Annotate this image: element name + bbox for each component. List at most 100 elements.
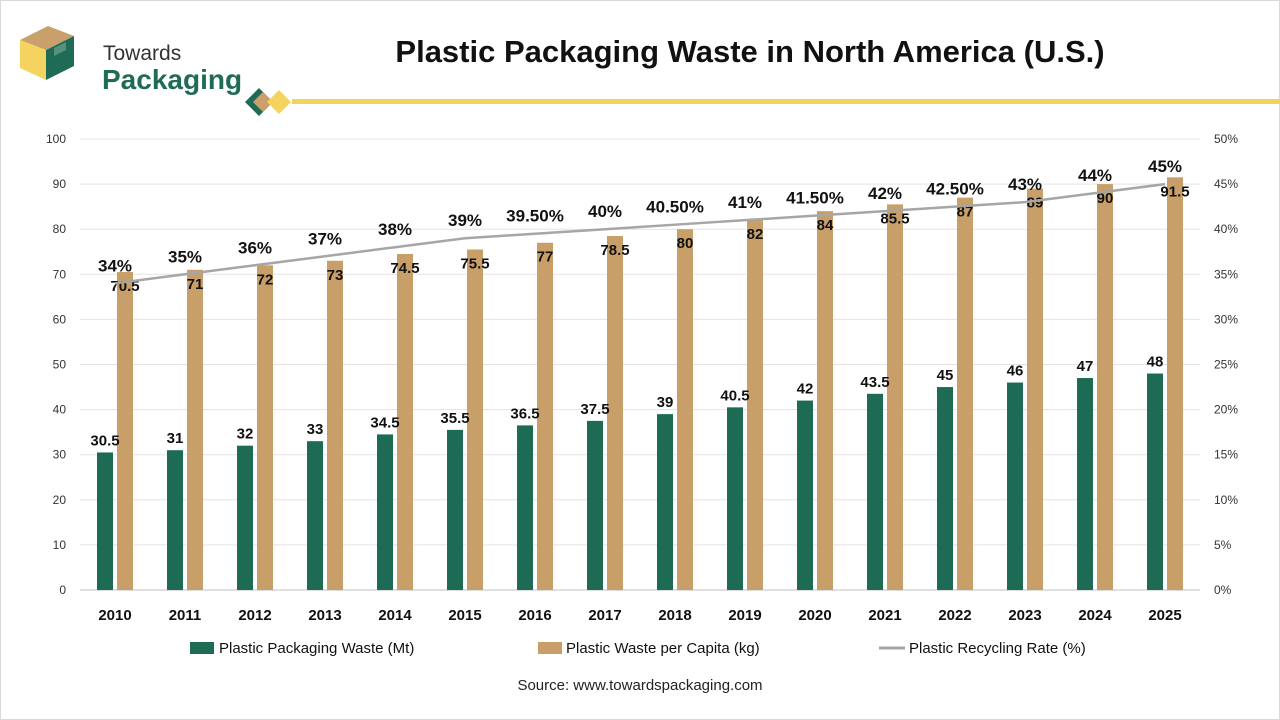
data-label-recycling-rate: 35% <box>168 247 202 266</box>
data-label-recycling-rate: 39% <box>448 211 482 230</box>
legend-label-waste: Plastic Packaging Waste (Mt) <box>219 640 414 657</box>
data-label-waste: 37.5 <box>580 401 609 418</box>
data-label-per-capita: 72 <box>257 271 274 288</box>
data-label-per-capita: 75.5 <box>460 255 489 272</box>
data-label-per-capita: 74.5 <box>390 260 419 277</box>
data-label-waste: 45 <box>937 367 954 384</box>
legend-swatch-waste <box>190 642 214 654</box>
y-right-tick-label: 30% <box>1214 312 1238 326</box>
y-left-tick-label: 100 <box>46 132 66 146</box>
y-left-tick-label: 0 <box>59 583 66 597</box>
y-right-tick-label: 0% <box>1214 583 1232 597</box>
bar-plastic-packaging-waste <box>657 414 673 590</box>
bar-plastic-waste-per-capita <box>117 272 133 590</box>
x-tick-label: 2022 <box>938 607 971 624</box>
y-right-tick-label: 25% <box>1214 358 1238 372</box>
bar-plastic-packaging-waste <box>447 429 463 590</box>
data-label-recycling-rate: 38% <box>378 220 412 239</box>
y-right-tick-label: 20% <box>1214 403 1238 417</box>
bar-plastic-packaging-waste <box>937 387 953 590</box>
data-label-recycling-rate: 34% <box>98 256 132 275</box>
bar-plastic-packaging-waste <box>867 393 883 590</box>
data-label-per-capita: 80 <box>677 235 694 252</box>
x-tick-label: 2017 <box>588 607 621 624</box>
brand-logo: Towards Packaging <box>18 22 248 95</box>
x-tick-label: 2024 <box>1078 607 1112 624</box>
data-label-recycling-rate: 40% <box>588 202 622 221</box>
bar-plastic-packaging-waste <box>587 420 603 590</box>
y-left-tick-label: 80 <box>53 222 67 236</box>
y-right-tick-label: 5% <box>1214 538 1232 552</box>
bar-plastic-waste-per-capita <box>397 254 413 590</box>
bar-plastic-waste-per-capita <box>1097 184 1113 590</box>
bar-plastic-waste-per-capita <box>887 204 903 590</box>
bar-plastic-waste-per-capita <box>327 260 343 590</box>
x-tick-label: 2011 <box>169 607 202 624</box>
bar-plastic-waste-per-capita <box>1027 188 1043 591</box>
data-label-waste: 48 <box>1147 354 1164 371</box>
bar-plastic-packaging-waste <box>1147 373 1163 590</box>
bar-plastic-packaging-waste <box>307 441 323 590</box>
line-plastic-recycling-rate <box>114 182 1166 285</box>
data-label-recycling-rate: 41% <box>728 193 762 212</box>
legend-label-per-capita: Plastic Waste per Capita (kg) <box>566 640 760 657</box>
bar-plastic-packaging-waste <box>1007 382 1023 590</box>
data-label-waste: 40.5 <box>720 387 749 404</box>
data-label-per-capita: 91.5 <box>1160 183 1189 200</box>
x-tick-label: 2018 <box>658 607 691 624</box>
data-label-per-capita: 87 <box>957 204 974 221</box>
bar-plastic-waste-per-capita <box>1167 177 1183 590</box>
y-left-tick-label: 90 <box>53 177 67 191</box>
y-right-tick-label: 40% <box>1214 222 1238 236</box>
data-label-waste: 42 <box>797 381 814 398</box>
data-label-recycling-rate: 36% <box>238 238 272 257</box>
x-tick-label: 2023 <box>1008 607 1041 624</box>
x-tick-label: 2014 <box>378 607 412 624</box>
box-logo-icon <box>20 26 74 80</box>
data-label-waste: 47 <box>1077 358 1094 375</box>
data-label-recycling-rate: 39.50% <box>506 207 564 226</box>
source-note: Source: www.towardspackaging.com <box>517 677 763 694</box>
x-tick-label: 2020 <box>798 607 831 624</box>
y-right-tick-label: 35% <box>1214 267 1238 281</box>
bar-plastic-waste-per-capita <box>257 265 273 590</box>
y-left-tick-label: 40 <box>53 403 67 417</box>
data-label-recycling-rate: 40.50% <box>646 198 704 217</box>
bar-plastic-waste-per-capita <box>537 242 553 591</box>
bar-plastic-waste-per-capita <box>677 229 693 590</box>
data-label-per-capita: 77 <box>537 249 554 266</box>
x-tick-label: 2013 <box>308 607 341 624</box>
data-label-waste: 31 <box>167 430 184 447</box>
bar-plastic-waste-per-capita <box>187 269 203 590</box>
brand-name-line1: Towards <box>103 42 182 65</box>
y-left-tick-label: 60 <box>53 312 67 326</box>
header-accent-line <box>292 99 1280 104</box>
y-right-tick-label: 10% <box>1214 493 1238 507</box>
x-tick-label: 2012 <box>238 607 271 624</box>
data-label-per-capita: 90 <box>1097 190 1114 207</box>
data-label-per-capita: 71 <box>187 276 204 293</box>
data-label-recycling-rate: 42.50% <box>926 180 984 199</box>
data-label-waste: 32 <box>237 426 254 443</box>
data-label-waste: 46 <box>1007 363 1024 380</box>
x-tick-label: 2025 <box>1148 607 1181 624</box>
bar-plastic-packaging-waste <box>237 445 253 590</box>
bar-plastic-packaging-waste <box>167 450 183 590</box>
data-label-recycling-rate: 41.50% <box>786 189 844 208</box>
x-tick-label: 2015 <box>448 607 481 624</box>
bar-plastic-waste-per-capita <box>607 235 623 590</box>
data-label-waste: 43.5 <box>860 374 889 391</box>
bar-plastic-packaging-waste <box>797 400 813 590</box>
y-right-tick-label: 15% <box>1214 448 1238 462</box>
bar-plastic-waste-per-capita <box>957 197 973 590</box>
data-label-waste: 30.5 <box>90 432 119 449</box>
data-label-per-capita: 85.5 <box>880 210 909 227</box>
legend-label-recycling: Plastic Recycling Rate (%) <box>909 640 1086 657</box>
data-label-recycling-rate: 37% <box>308 229 342 248</box>
y-left-tick-label: 10 <box>53 538 67 552</box>
bar-plastic-packaging-waste <box>377 434 393 590</box>
data-label-waste: 39 <box>657 394 674 411</box>
legend-swatch-per-capita <box>538 642 562 654</box>
x-tick-label: 2019 <box>728 607 761 624</box>
